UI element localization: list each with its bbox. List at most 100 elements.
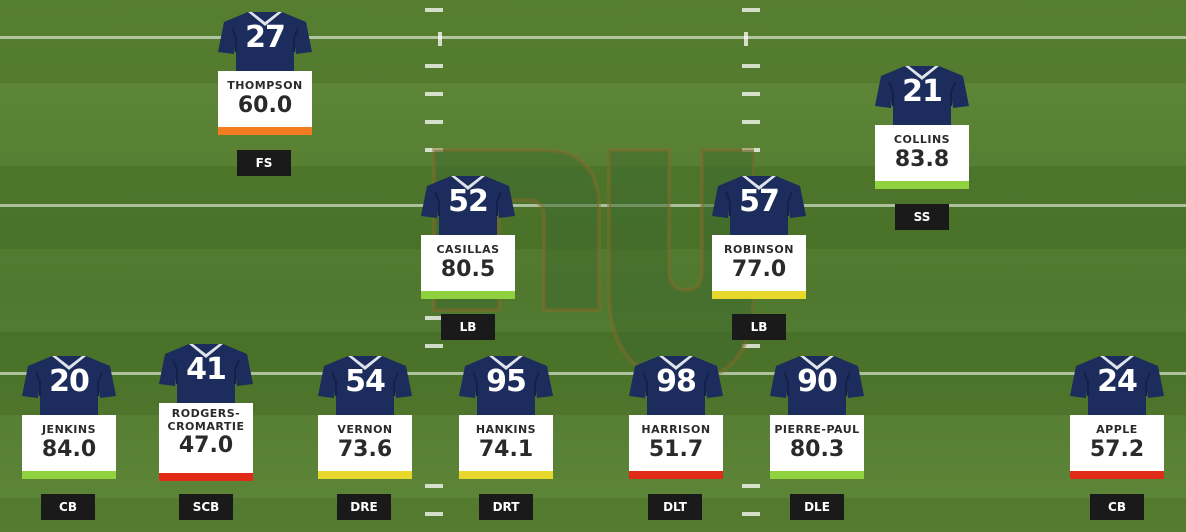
player-grade: 80.3	[789, 437, 845, 462]
jersey-number: 57	[739, 184, 780, 219]
position-label: LB	[441, 314, 495, 340]
position-label: CB	[41, 494, 95, 520]
grade-bar	[875, 181, 969, 189]
jersey-number: 95	[486, 364, 527, 399]
player-name: CASILLAS	[436, 243, 500, 256]
player-grade: 84.0	[41, 437, 97, 462]
player-card[interactable]: 20 JENKINS 84.0	[22, 350, 116, 479]
hash-mark	[742, 512, 760, 516]
jersey-icon: 52	[421, 170, 515, 236]
jersey-icon: 27	[218, 6, 312, 72]
player-card[interactable]: 90 PIERRE-PAUL 80.3	[770, 350, 864, 479]
hash-mark	[425, 8, 443, 12]
grade-bar	[629, 471, 723, 479]
player-grade: 60.0	[237, 93, 293, 118]
jersey-number: 24	[1097, 364, 1138, 399]
yard-line	[0, 372, 1186, 375]
jersey-icon: 95	[459, 350, 553, 416]
player-info: JENKINS 84.0	[22, 415, 116, 479]
player-info: APPLE 57.2	[1070, 415, 1164, 479]
grade-bar	[159, 473, 253, 481]
player-grade: 74.1	[478, 437, 534, 462]
player-name: APPLE	[1096, 423, 1138, 436]
player-info: ROBINSON 77.0	[712, 235, 806, 299]
jersey-number: 20	[49, 364, 90, 399]
hash-mark	[425, 316, 443, 320]
player-card[interactable]: 24 APPLE 57.2	[1070, 350, 1164, 479]
position-label: SS	[895, 204, 949, 230]
jersey-icon: 90	[770, 350, 864, 416]
player-name: THOMPSON	[227, 79, 303, 92]
hash-mark	[742, 120, 760, 124]
player-name: ROBINSON	[724, 243, 794, 256]
player-card[interactable]: 52 CASILLAS 80.5	[421, 170, 515, 299]
grade-bar	[770, 471, 864, 479]
player-card[interactable]: 57 ROBINSON 77.0	[712, 170, 806, 299]
hash-mark	[425, 92, 443, 96]
position-label: FS	[237, 150, 291, 176]
hash-mark	[425, 64, 443, 68]
player-grade: 83.8	[894, 147, 950, 172]
position-label: SCB	[179, 494, 233, 520]
grade-bar	[459, 471, 553, 479]
player-card[interactable]: 54 VERNON 73.6	[318, 350, 412, 479]
position-label: DLT	[648, 494, 702, 520]
player-name: COLLINS	[893, 133, 951, 146]
jersey-icon: 41	[159, 338, 253, 404]
player-info: HANKINS 74.1	[459, 415, 553, 479]
grade-bar	[318, 471, 412, 479]
player-info: RODGERS- CROMARTIE 47.0	[159, 403, 253, 481]
player-info: COLLINS 83.8	[875, 125, 969, 189]
player-grade: 73.6	[337, 437, 393, 462]
player-name: JENKINS	[41, 423, 97, 436]
position-label: CB	[1090, 494, 1144, 520]
player-name: RODGERS- CROMARTIE	[167, 407, 245, 433]
player-card[interactable]: 95 HANKINS 74.1	[459, 350, 553, 479]
player-name: VERNON	[337, 423, 393, 436]
player-grade: 80.5	[440, 257, 496, 282]
player-grade: 57.2	[1089, 437, 1145, 462]
player-card[interactable]: 41 RODGERS- CROMARTIE 47.0	[159, 338, 253, 481]
jersey-icon: 98	[629, 350, 723, 416]
jersey-icon: 21	[875, 60, 969, 126]
hash-mark	[438, 32, 442, 46]
grade-bar	[22, 471, 116, 479]
player-grade: 47.0	[178, 433, 234, 458]
hash-mark	[744, 32, 748, 46]
hash-mark	[425, 484, 443, 488]
player-info: CASILLAS 80.5	[421, 235, 515, 299]
player-info: PIERRE-PAUL 80.3	[770, 415, 864, 479]
player-info: VERNON 73.6	[318, 415, 412, 479]
jersey-icon: 24	[1070, 350, 1164, 416]
jersey-number: 52	[448, 184, 489, 219]
position-label: DRT	[479, 494, 533, 520]
position-label: DRE	[337, 494, 391, 520]
jersey-number: 27	[245, 20, 286, 55]
grade-bar	[1070, 471, 1164, 479]
position-label: LB	[732, 314, 786, 340]
hash-mark	[425, 512, 443, 516]
hash-mark	[742, 8, 760, 12]
player-card[interactable]: 21 COLLINS 83.8	[875, 60, 969, 189]
hash-mark	[742, 484, 760, 488]
player-name: PIERRE-PAUL	[774, 423, 860, 436]
player-info: THOMPSON 60.0	[218, 71, 312, 135]
player-grade: 51.7	[648, 437, 704, 462]
grade-bar	[421, 291, 515, 299]
hash-mark	[742, 92, 760, 96]
player-name: HANKINS	[475, 423, 537, 436]
player-card[interactable]: 98 HARRISON 51.7	[629, 350, 723, 479]
jersey-icon: 54	[318, 350, 412, 416]
player-card[interactable]: 27 THOMPSON 60.0	[218, 6, 312, 135]
hash-mark	[425, 120, 443, 124]
grade-bar	[712, 291, 806, 299]
jersey-icon: 20	[22, 350, 116, 416]
player-name: HARRISON	[641, 423, 711, 436]
yard-line	[0, 36, 1186, 39]
jersey-icon: 57	[712, 170, 806, 236]
hash-mark	[425, 344, 443, 348]
player-grade: 77.0	[731, 257, 787, 282]
jersey-number: 54	[345, 364, 386, 399]
jersey-number: 90	[797, 364, 838, 399]
